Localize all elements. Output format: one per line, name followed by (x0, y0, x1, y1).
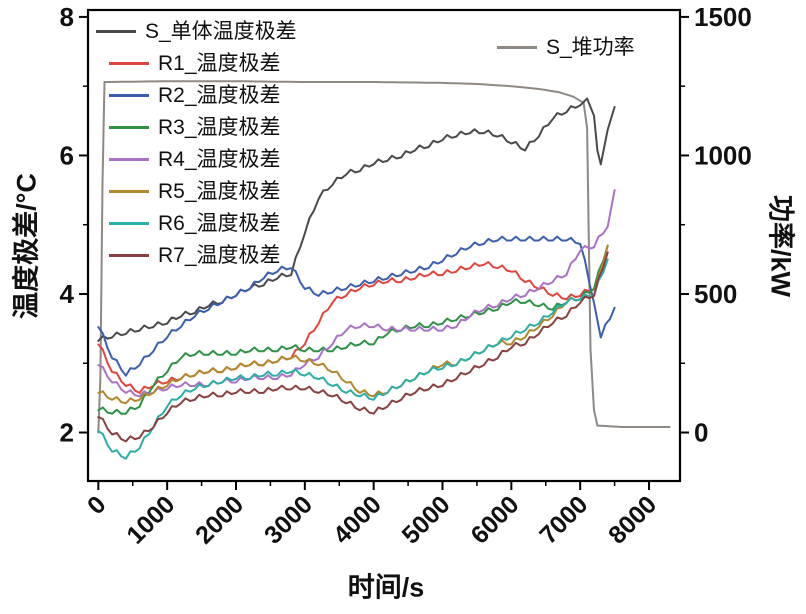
legend-line-sample (109, 93, 149, 97)
legend-line-sample (109, 61, 149, 65)
legend-row-temp-0: S_单体温度极差 (96, 15, 297, 47)
y-right-tick-label: 1000 (694, 140, 752, 170)
series-line-r2- (97, 235, 616, 377)
legend-row-temp-5: R5_温度极差 (109, 175, 297, 207)
y-right-tick-label: 500 (694, 279, 737, 309)
legend-label: S_堆功率 (546, 35, 635, 59)
y-left-tick-label: 8 (60, 2, 74, 32)
right-axis-title: 功率/kW (765, 194, 796, 298)
legend-line-sample (497, 45, 537, 49)
legend-row-power-0: S_堆功率 (497, 31, 635, 63)
legend-line-sample (109, 125, 149, 129)
x-tick-label: 6000 (465, 490, 524, 549)
x-tick-label: 4000 (328, 490, 387, 549)
series-line-r4- (97, 189, 616, 398)
legend-temperature-series: S_单体温度极差 R1_温度极差 R2_温度极差 R3_温度极差 R4_温度极差 R5_温… (96, 15, 297, 271)
series-line-r1- (97, 251, 609, 394)
series-line-s- (97, 80, 671, 434)
legend-label: S_单体温度极差 (145, 19, 297, 43)
legend-row-temp-6: R6_温度极差 (109, 207, 297, 239)
x-tick-label: 0 (82, 490, 112, 520)
legend-power-series: S_堆功率 (497, 31, 635, 63)
x-tick-label: 2000 (190, 490, 249, 549)
legend-label: R5_温度极差 (158, 179, 281, 203)
legend-label: R3_温度极差 (158, 115, 281, 139)
legend-label: R2_温度极差 (158, 83, 281, 107)
legend-row-temp-7: R7_温度极差 (109, 239, 297, 271)
x-axis-title: 时间/s (347, 572, 425, 603)
legend-row-temp-2: R2_温度极差 (109, 79, 297, 111)
series-line-r5- (97, 244, 609, 405)
legend-line-sample (109, 189, 149, 193)
legend-label: R6_温度极差 (158, 211, 281, 235)
left-axis-title: 温度极差/°C (11, 173, 42, 319)
legend-line-sample (109, 253, 149, 257)
y-left-tick-label: 2 (60, 418, 74, 448)
y-right-tick-label: 1500 (694, 2, 752, 32)
legend-row-temp-4: R4_温度极差 (109, 143, 297, 175)
legend-label: R1_温度极差 (158, 51, 281, 75)
y-right-tick-label: 0 (694, 418, 708, 448)
y-left-tick-label: 4 (60, 279, 75, 309)
series-line-r3- (97, 244, 609, 415)
x-tick-label: 1000 (121, 490, 180, 549)
x-tick-label: 5000 (397, 490, 456, 549)
series-line-r7- (97, 251, 609, 443)
y-left-tick-label: 6 (60, 140, 74, 170)
x-tick-label: 8000 (603, 490, 662, 549)
plot-frame (86, 8, 682, 483)
series-line-s- (97, 97, 616, 342)
legend-label: R7_温度极差 (158, 243, 281, 267)
x-tick-label: 3000 (259, 490, 318, 549)
legend-line-sample (109, 157, 149, 161)
series-line-r6- (97, 258, 609, 460)
x-tick-label: 7000 (534, 490, 593, 549)
legend-line-sample (96, 29, 136, 33)
legend-line-sample (109, 221, 149, 225)
legend-row-temp-3: R3_温度极差 (109, 111, 297, 143)
legend-row-temp-1: R1_温度极差 (109, 47, 297, 79)
legend-label: R4_温度极差 (158, 147, 281, 171)
